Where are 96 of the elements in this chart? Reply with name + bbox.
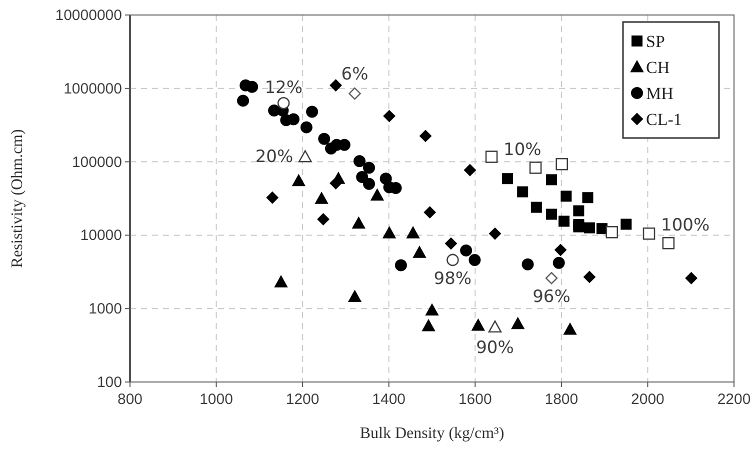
point: [246, 80, 258, 93]
point: [348, 290, 362, 302]
annotation: 12%: [264, 78, 302, 98]
point: [292, 174, 306, 186]
point: [298, 150, 312, 162]
point: [529, 162, 542, 174]
point: [560, 190, 572, 202]
annotation: 90%: [476, 338, 514, 358]
x-tick-label: 2200: [717, 391, 751, 408]
annotation: 100%: [661, 216, 710, 236]
point: [552, 256, 565, 269]
point: [583, 270, 596, 283]
x-axis-title: Bulk Density (kg/cm³): [360, 425, 504, 442]
annotation: 98%: [434, 268, 472, 289]
point: [422, 319, 436, 332]
point: [582, 192, 594, 204]
legend-label: SP: [646, 32, 665, 51]
point: [380, 172, 392, 185]
point: [394, 259, 407, 272]
x-tick-label: 1200: [286, 391, 320, 408]
point: [596, 223, 608, 234]
point: [685, 272, 698, 284]
point: [464, 164, 476, 176]
annotation: 6%: [341, 64, 368, 85]
annotation: 96%: [532, 287, 570, 308]
point: [564, 322, 577, 335]
annotation: 20%: [255, 146, 294, 167]
point: [573, 221, 584, 232]
point: [318, 132, 330, 145]
point: [277, 96, 290, 110]
x-tick-label: 1400: [372, 391, 406, 408]
x-tick-label: 1800: [544, 391, 578, 408]
point: [522, 258, 534, 270]
point: [330, 177, 342, 190]
legend-label: CH: [646, 58, 670, 77]
point: [554, 244, 567, 256]
point: [546, 174, 558, 186]
point: [517, 186, 528, 198]
point: [354, 155, 366, 168]
point: [642, 227, 656, 240]
point: [546, 208, 558, 220]
point: [558, 216, 570, 227]
point: [468, 254, 481, 266]
point: [317, 213, 330, 226]
point: [288, 113, 300, 126]
point: [348, 87, 361, 100]
point: [511, 317, 524, 330]
point: [620, 218, 632, 230]
point: [406, 226, 420, 238]
x-tick-label: 1600: [458, 391, 492, 408]
point: [237, 94, 250, 107]
y-axis-title: Resistivity (Ohm.cm): [9, 129, 26, 268]
point: [274, 276, 288, 288]
point: [488, 228, 501, 240]
point: [306, 106, 318, 118]
point: [412, 246, 426, 258]
point: [424, 206, 436, 218]
y-tick-label: 10000000: [55, 7, 122, 24]
point: [573, 205, 584, 216]
point: [356, 171, 368, 184]
x-tick-label: 2000: [631, 391, 664, 408]
annotation: 10%: [504, 140, 542, 160]
y-tick-label: 1000: [88, 300, 122, 318]
point: [460, 244, 472, 256]
x-tick-label: 800: [117, 391, 143, 408]
point: [426, 304, 438, 316]
point: [662, 236, 675, 250]
point: [352, 216, 366, 229]
point: [363, 162, 376, 174]
point: [545, 272, 558, 284]
point: [584, 222, 595, 234]
point: [446, 254, 459, 266]
point: [444, 238, 457, 250]
point: [530, 202, 542, 213]
point: [502, 173, 513, 184]
point: [556, 158, 568, 170]
y-tick-label: 100000: [72, 154, 122, 171]
point: [383, 110, 396, 122]
y-tick-label: 100: [96, 374, 122, 391]
y-tick-label: 10000: [80, 227, 122, 244]
y-tick-label: 1000000: [64, 80, 122, 98]
legend-label: CL-1: [646, 110, 682, 129]
point: [472, 318, 485, 331]
point: [485, 150, 498, 163]
point: [488, 320, 502, 333]
point: [300, 121, 312, 134]
point: [606, 226, 618, 238]
point: [315, 192, 328, 204]
point: [266, 192, 278, 204]
legend-label: MH: [646, 84, 674, 103]
point: [370, 188, 384, 201]
point: [330, 79, 342, 92]
point: [382, 226, 396, 238]
x-tick-label: 1000: [200, 391, 233, 408]
point: [420, 130, 432, 142]
point: [363, 178, 376, 190]
